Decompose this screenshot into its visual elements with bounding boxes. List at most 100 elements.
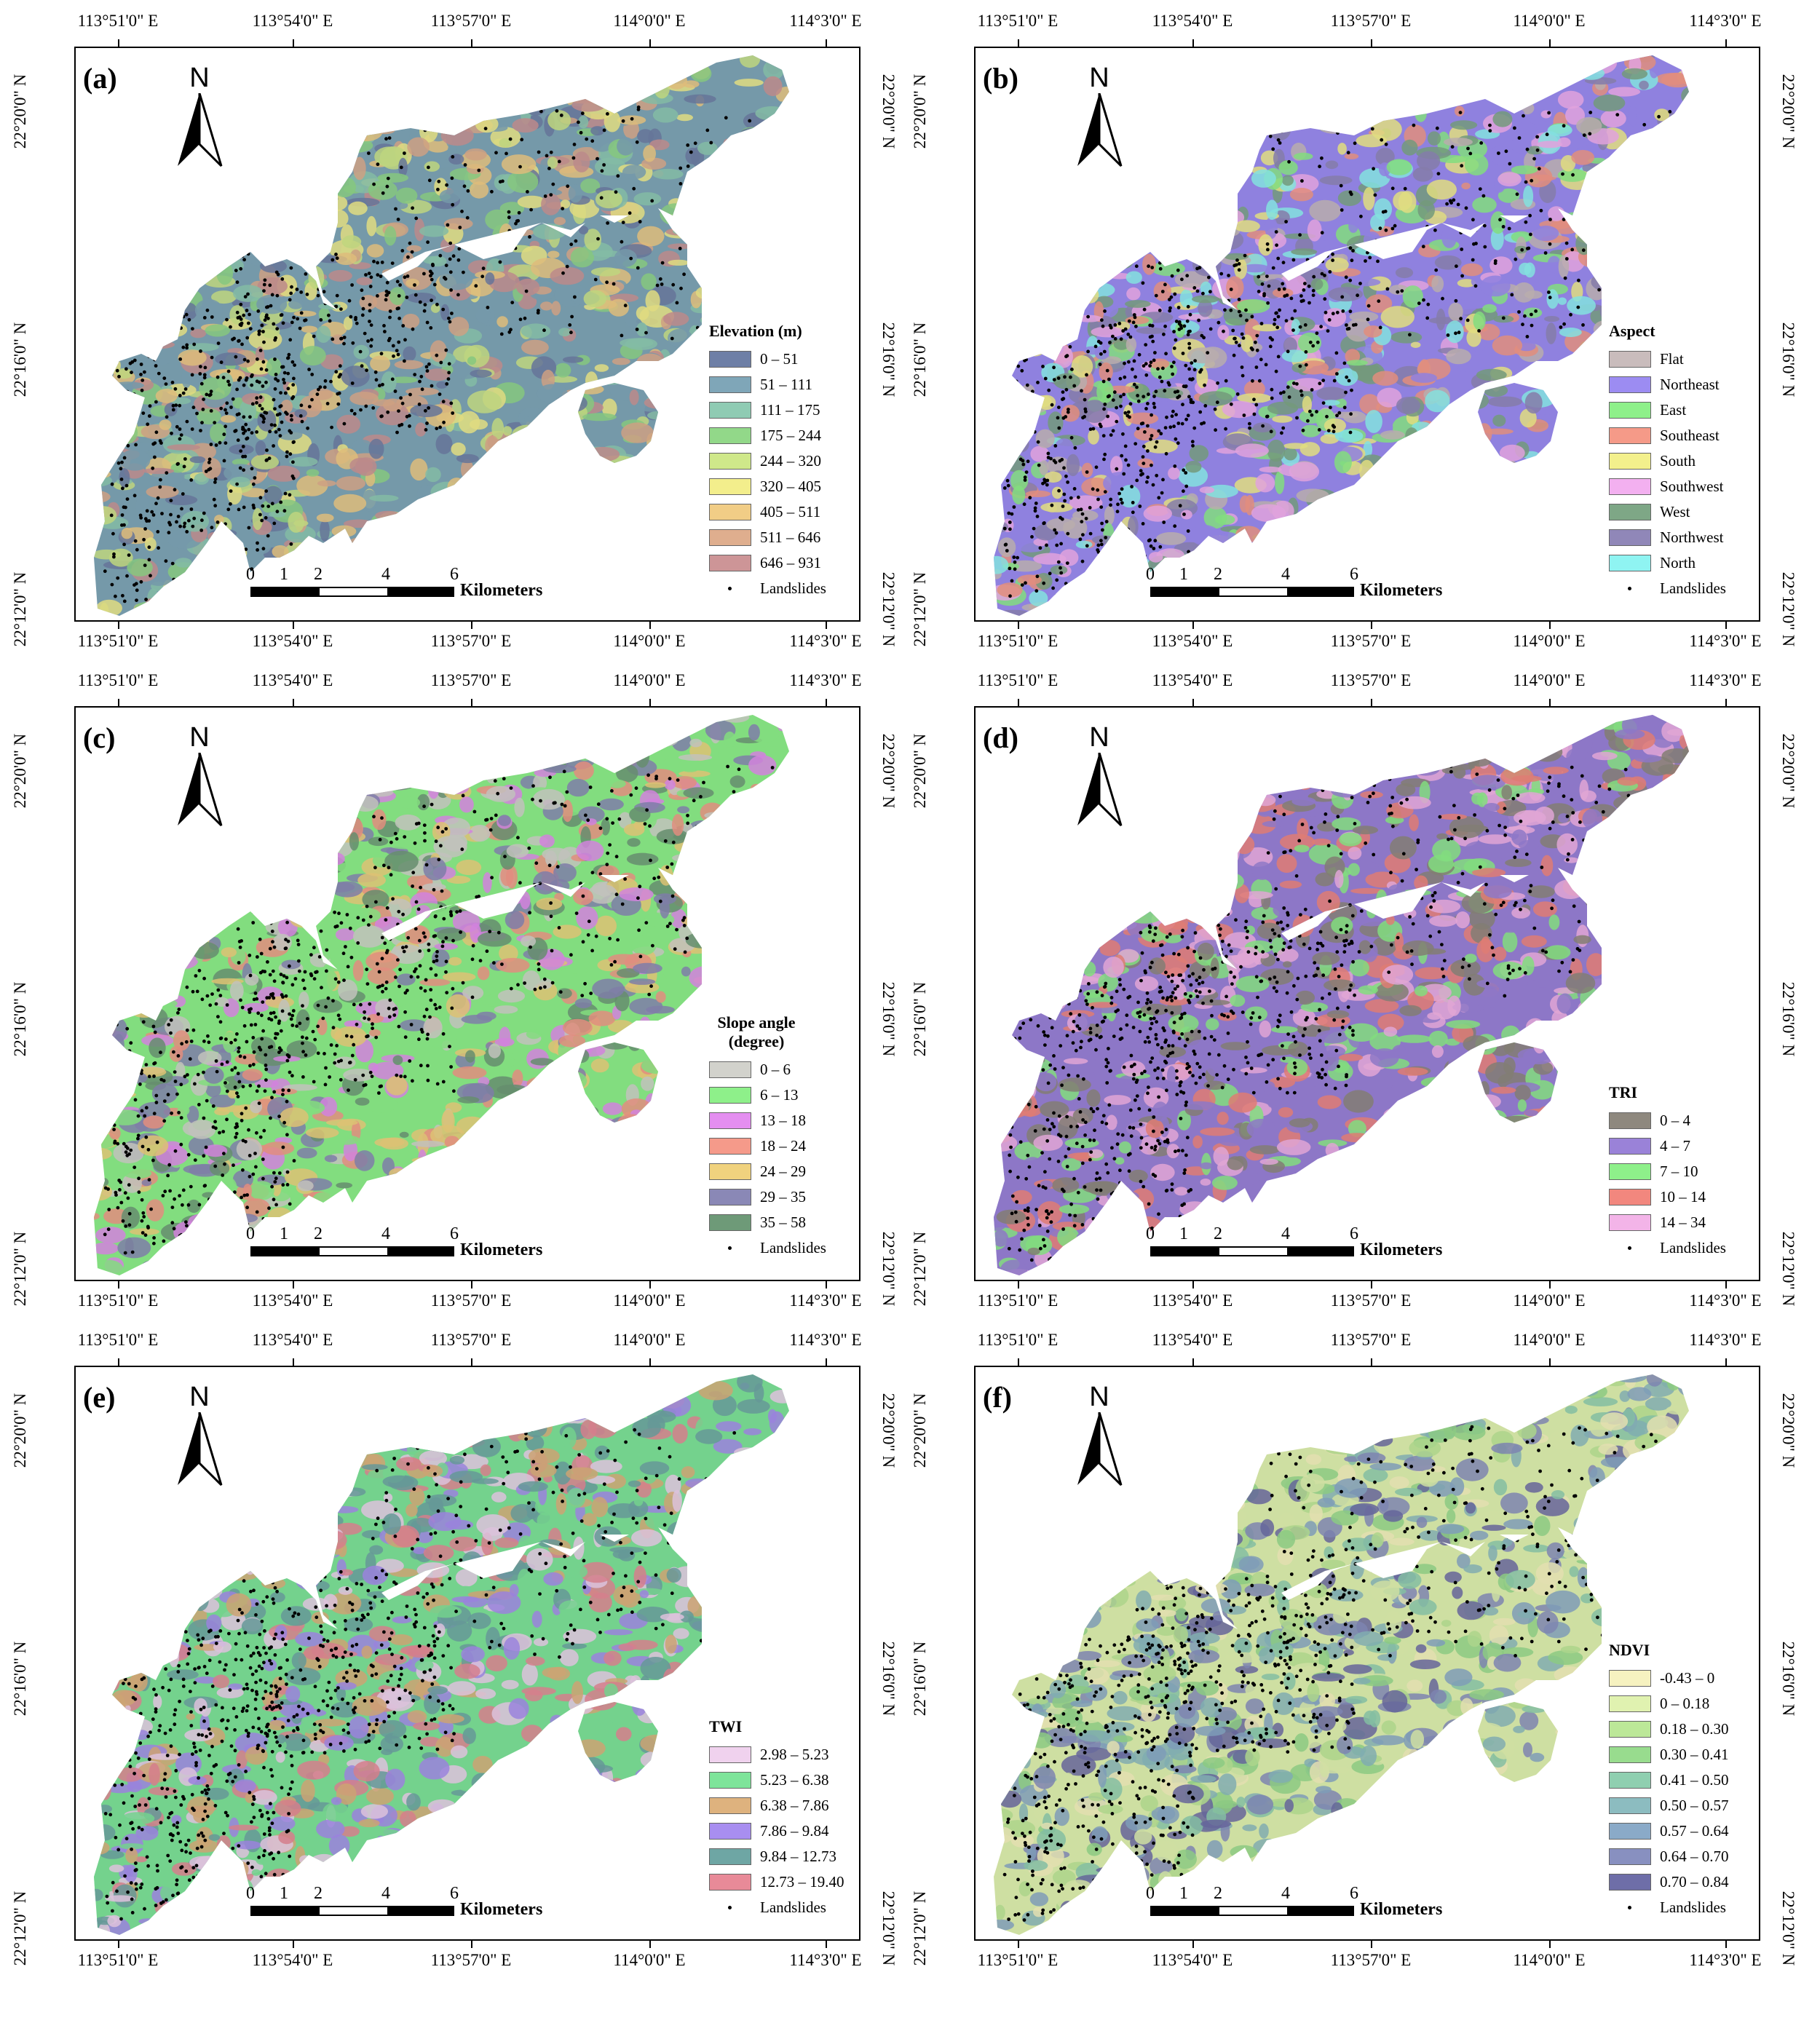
legend-item-landslides: Landslides <box>709 576 826 601</box>
legend-title: TWI <box>709 1717 743 1735</box>
scale-bar: 0 1 2 4 6 Kilometers <box>1146 1224 1478 1268</box>
legend-label: 10 – 14 <box>1660 1188 1706 1206</box>
legend-swatch <box>1609 1848 1651 1865</box>
bottom-longitude-label: 113°57'0" E <box>1330 632 1412 650</box>
graticule-tick <box>1018 622 1019 629</box>
legend-swatch <box>709 1772 751 1789</box>
legend-item: 0 – 4 <box>1609 1108 1726 1133</box>
map-frame: (b) N Aspect Flat Northeast East Southeast Sout… <box>974 47 1760 622</box>
scale-tick-label: 1 <box>1179 565 1188 584</box>
graticule-tick <box>1018 1281 1019 1288</box>
top-longitude-label: 113°54'0" E <box>1152 1331 1233 1349</box>
legend-swatch <box>1609 1112 1651 1129</box>
legend-swatch <box>1609 453 1651 470</box>
legend-item: 14 – 34 <box>1609 1210 1726 1235</box>
graticule-tick <box>1192 39 1194 47</box>
legend-swatch <box>709 1087 751 1104</box>
bottom-longitude-label: 114°3'0" E <box>789 1951 862 1969</box>
bottom-longitude-label: 114°0'0" E <box>613 1291 686 1310</box>
legend-item: West <box>1609 499 1726 525</box>
bottom-longitude-label: 113°57'0" E <box>430 632 512 650</box>
right-latitude-label: 22°12'0" N <box>879 1231 898 1307</box>
landslides-label: Landslides <box>760 579 826 597</box>
scale-tick-label: 4 <box>1281 1884 1290 1903</box>
graticule-tick <box>293 622 294 629</box>
panel-label: (b) <box>983 62 1018 95</box>
scale-tick-label: 2 <box>1214 1224 1222 1243</box>
legend-label: 0.57 – 0.64 <box>1660 1822 1729 1840</box>
legend-swatch <box>709 402 751 419</box>
top-longitude-label: 114°0'0" E <box>613 671 686 689</box>
right-latitude-label: 22°20'0" N <box>1779 733 1797 809</box>
legend-item: 0.70 – 0.84 <box>1609 1869 1729 1895</box>
graticule-tick <box>1371 622 1372 629</box>
graticule-tick <box>826 622 827 629</box>
legend-label: 7.86 – 9.84 <box>760 1822 829 1840</box>
legend-label: East <box>1660 401 1687 419</box>
right-latitude-label: 22°16'0" N <box>1779 322 1797 397</box>
legend-item-landslides: Landslides <box>709 1235 826 1261</box>
legend-item: -0.43 – 0 <box>1609 1666 1729 1691</box>
legend-swatch <box>1609 478 1651 495</box>
legend-label: -0.43 – 0 <box>1660 1669 1715 1687</box>
left-latitude-label: 22°16'0" N <box>911 322 929 397</box>
study-area-map <box>94 55 789 616</box>
graticule-tick <box>118 1358 119 1366</box>
scale-tick-label: 0 <box>246 565 255 584</box>
north-label: N <box>189 722 210 753</box>
legend-label: 405 – 511 <box>760 503 821 520</box>
scale-tick-label: 2 <box>1214 565 1222 584</box>
legend-label: 24 – 29 <box>760 1163 806 1180</box>
bottom-longitude-label: 113°51'0" E <box>977 632 1059 650</box>
scale-unit: Kilometers <box>1360 1240 1443 1259</box>
graticule-tick <box>118 1281 119 1288</box>
scale-tick-label: 0 <box>246 1884 255 1903</box>
graticule-tick <box>826 39 827 47</box>
legend-item: 10 – 14 <box>1609 1184 1726 1210</box>
legend-swatch <box>1609 555 1651 571</box>
bottom-longitude-label: 113°57'0" E <box>1330 1951 1412 1969</box>
legend-label: 511 – 646 <box>760 528 821 546</box>
landslides-label: Landslides <box>760 1899 826 1916</box>
panel-label: (d) <box>983 721 1018 754</box>
legend-item-landslides: Landslides <box>1609 1235 1726 1261</box>
graticule-tick <box>471 1281 472 1288</box>
right-latitude-label: 22°12'0" N <box>1779 1891 1797 1966</box>
north-arrow-icon: N <box>1070 63 1128 172</box>
legend-item: 13 – 18 <box>709 1108 826 1133</box>
legend: Elevation (m) 0 – 51 51 – 111 111 – 175 175 … <box>709 322 826 601</box>
scale-tick-label: 4 <box>381 1884 390 1903</box>
graticule-tick <box>118 622 119 629</box>
map-panel-f: 113°51'0" E 113°51'0" E 113°54'0" E 113°54'… <box>900 1319 1810 1993</box>
top-longitude-label: 114°0'0" E <box>613 1331 686 1349</box>
legend-item: 29 – 35 <box>709 1184 826 1210</box>
graticule-tick <box>1725 1281 1727 1288</box>
bottom-longitude-label: 114°3'0" E <box>1689 632 1762 650</box>
legend-label: 51 – 111 <box>760 376 812 393</box>
graticule-tick <box>649 1941 651 1948</box>
legend-label: 9.84 – 12.73 <box>760 1848 836 1865</box>
legend-title: Elevation (m) <box>709 322 802 340</box>
right-latitude-label: 22°16'0" N <box>1779 1641 1797 1717</box>
left-latitude-label: 22°20'0" N <box>11 1393 29 1468</box>
scale-tick-label: 4 <box>381 565 390 584</box>
legend-item: 0.30 – 0.41 <box>1609 1742 1729 1767</box>
right-latitude-label: 22°12'0" N <box>879 571 898 647</box>
scale-bar: 0 1 2 4 6 Kilometers <box>1146 565 1478 609</box>
legend-item: 320 – 405 <box>709 474 826 499</box>
top-longitude-label: 113°57'0" E <box>430 12 512 30</box>
left-latitude-label: 22°16'0" N <box>911 981 929 1057</box>
north-label: N <box>1089 1382 1109 1412</box>
legend-label: 0 – 0.18 <box>1660 1695 1710 1712</box>
legend-swatch <box>1609 1746 1651 1763</box>
legend-item: 511 – 646 <box>709 525 826 550</box>
top-longitude-label: 113°57'0" E <box>1330 12 1412 30</box>
legend-label: 244 – 320 <box>760 452 821 470</box>
legend-label: 35 – 58 <box>760 1214 806 1231</box>
legend-label: Northwest <box>1660 528 1724 546</box>
graticule-tick <box>649 699 651 706</box>
legend-label: Northeast <box>1660 376 1720 393</box>
legend-label: West <box>1660 503 1690 520</box>
left-latitude-label: 22°12'0" N <box>911 1231 929 1307</box>
legend-title: TRI <box>1609 1083 1638 1101</box>
